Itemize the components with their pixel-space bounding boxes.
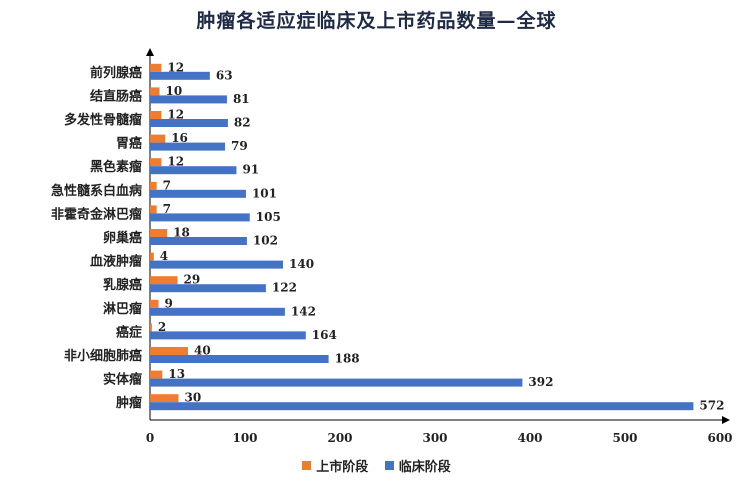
data-label-clinical: 91 xyxy=(242,163,259,177)
data-label-listed: 13 xyxy=(168,367,185,381)
bar-clinical xyxy=(150,237,247,245)
bar-clinical xyxy=(150,213,250,222)
x-axis-arrow xyxy=(722,416,730,424)
data-label-clinical: 164 xyxy=(312,328,337,342)
y-axis-arrow xyxy=(146,48,154,56)
category-label: 乳腺癌 xyxy=(103,277,142,293)
data-label-clinical: 81 xyxy=(233,92,250,106)
bar-listed xyxy=(150,370,163,379)
data-label-listed: 2 xyxy=(158,320,166,334)
data-label-clinical: 140 xyxy=(289,257,314,271)
category-label: 黑色素瘤 xyxy=(90,159,142,175)
legend-label-clinical: 临床阶段 xyxy=(398,460,451,475)
data-label-clinical: 63 xyxy=(216,68,233,82)
legend-swatch-listed xyxy=(302,461,312,470)
bar-listed xyxy=(150,63,162,72)
bar-clinical xyxy=(150,402,694,411)
x-tick-label: 300 xyxy=(422,431,447,445)
bar-listed xyxy=(150,252,154,261)
category-label: 淋巴瘤 xyxy=(103,301,142,317)
bar-clinical xyxy=(150,119,228,127)
data-label-listed: 7 xyxy=(163,178,171,192)
bar-listed xyxy=(150,111,162,119)
x-tick-label: 200 xyxy=(327,431,352,445)
bar-clinical xyxy=(150,355,329,363)
bar-listed xyxy=(150,299,159,308)
x-tick-label: 600 xyxy=(707,431,732,445)
category-label: 癌症 xyxy=(116,324,142,340)
chart-legend: 上市阶段 临床阶段 xyxy=(0,456,753,475)
x-tick-label: 100 xyxy=(232,431,257,445)
category-label: 胃癌 xyxy=(116,136,142,152)
data-label-listed: 16 xyxy=(171,131,188,145)
category-label: 急性髓系白血病 xyxy=(51,183,142,199)
bar-clinical xyxy=(150,284,266,293)
legend-item-clinical: 临床阶段 xyxy=(384,456,451,475)
bar-listed xyxy=(150,347,188,355)
bar-clinical xyxy=(150,331,306,340)
data-label-clinical: 82 xyxy=(234,116,251,130)
data-label-listed: 9 xyxy=(165,296,173,310)
bar-listed xyxy=(150,134,166,143)
x-tick-label: 500 xyxy=(612,431,637,445)
data-label-listed: 12 xyxy=(167,155,184,169)
category-label: 卵巢癌 xyxy=(103,230,142,246)
x-tick-label: 0 xyxy=(146,431,154,445)
bar-clinical xyxy=(150,95,227,104)
data-label-listed: 12 xyxy=(167,108,184,122)
bar-clinical xyxy=(150,307,285,316)
bar-clinical xyxy=(150,142,226,151)
category-label: 血液肿瘤 xyxy=(90,254,142,270)
bar-listed xyxy=(150,181,157,190)
bar-clinical xyxy=(150,378,523,387)
data-label-clinical: 392 xyxy=(528,375,553,389)
chart-title: 肿瘤各适应症临床及上市药品数量—全球 xyxy=(196,10,557,32)
legend-item-listed: 上市阶段 xyxy=(302,456,368,475)
bar-listed xyxy=(150,87,160,96)
category-label: 结直肠癌 xyxy=(90,88,142,104)
data-label-listed: 29 xyxy=(184,273,201,287)
bar-listed xyxy=(150,229,168,237)
x-tick-label: 400 xyxy=(517,431,542,445)
bar-listed xyxy=(150,323,152,332)
data-label-listed: 7 xyxy=(163,202,171,216)
data-label-listed: 30 xyxy=(185,391,202,405)
legend-label-listed: 上市阶段 xyxy=(316,460,369,475)
bar-listed xyxy=(150,158,162,167)
bar-listed xyxy=(150,394,179,403)
data-label-clinical: 188 xyxy=(335,352,360,366)
data-label-clinical: 102 xyxy=(253,234,278,248)
category-label: 多发性骨髓瘤 xyxy=(64,112,142,128)
category-label: 肿瘤 xyxy=(116,395,142,411)
data-label-listed: 18 xyxy=(173,226,190,240)
bar-clinical xyxy=(150,260,283,269)
data-label-clinical: 79 xyxy=(231,139,248,153)
bar-clinical xyxy=(150,189,246,198)
bar-listed xyxy=(150,205,157,214)
data-label-clinical: 142 xyxy=(291,304,316,318)
data-label-listed: 40 xyxy=(194,344,211,358)
bar-clinical xyxy=(150,166,237,175)
data-label-listed: 4 xyxy=(160,249,168,263)
data-label-listed: 12 xyxy=(167,60,184,74)
data-label-clinical: 105 xyxy=(256,210,281,224)
category-label: 前列腺癌 xyxy=(90,65,142,81)
bar-clinical xyxy=(150,71,210,80)
bar-listed xyxy=(150,276,178,285)
data-label-clinical: 572 xyxy=(699,399,724,413)
category-label: 非霍奇金淋巴瘤 xyxy=(51,206,142,222)
data-label-clinical: 122 xyxy=(272,281,297,295)
data-label-clinical: 101 xyxy=(252,186,277,200)
data-label-listed: 10 xyxy=(166,84,183,98)
category-label: 实体瘤 xyxy=(103,372,142,388)
category-label: 非小细胞肺癌 xyxy=(64,348,142,364)
legend-swatch-clinical xyxy=(384,461,394,470)
